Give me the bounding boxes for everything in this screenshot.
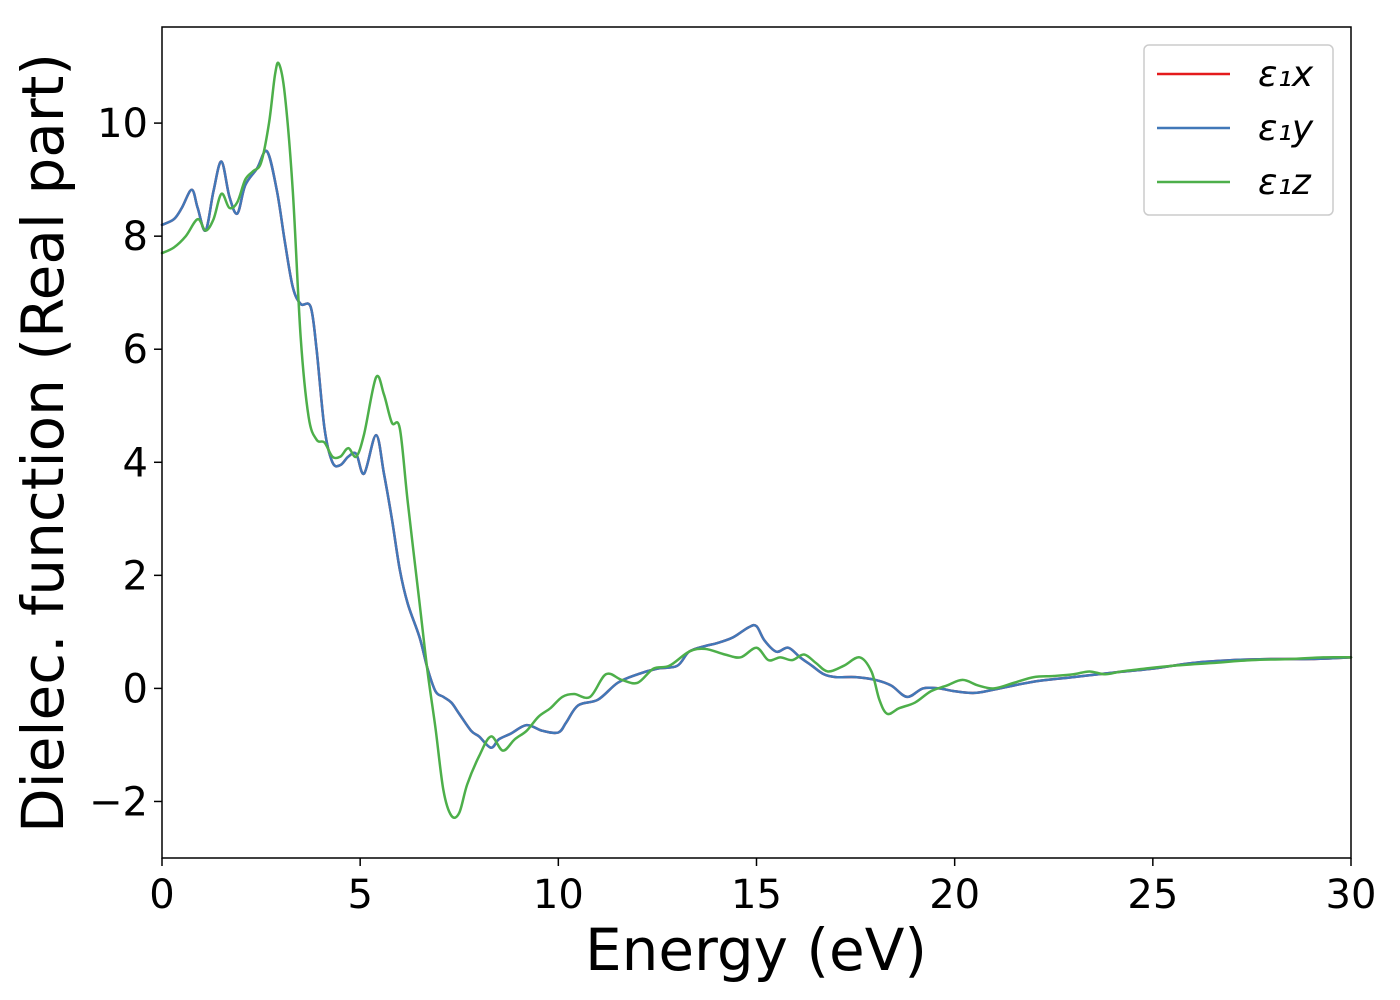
x-tick-label: 20 bbox=[929, 872, 980, 918]
series-line-0 bbox=[160, 149, 1353, 750]
y-tick-label: 6 bbox=[123, 327, 148, 373]
x-tick-label: 25 bbox=[1127, 872, 1178, 918]
legend-box bbox=[1143, 44, 1334, 216]
legend-label-0: ε₁x bbox=[1258, 54, 1314, 95]
x-tick-label: 5 bbox=[347, 872, 372, 918]
legend-label-2: ε₁z bbox=[1258, 162, 1312, 203]
y-axis-label: Dielec. function (Real part) bbox=[9, 53, 77, 833]
y-tick-label: 0 bbox=[123, 666, 148, 712]
y-tick-label: 10 bbox=[97, 101, 148, 147]
x-axis-ticks: 0 5 10 15 20 25 30 bbox=[149, 858, 1376, 918]
y-axis-ticks: −2 0 2 4 6 8 10 bbox=[89, 101, 162, 825]
x-axis-label: Energy (eV) bbox=[585, 916, 927, 984]
y-tick-label: 4 bbox=[123, 440, 148, 486]
legend: ε₁x ε₁y ε₁z bbox=[1143, 44, 1334, 216]
series-line-1 bbox=[160, 149, 1353, 750]
y-tick-label: −2 bbox=[89, 779, 148, 825]
x-tick-label: 15 bbox=[731, 872, 782, 918]
x-tick-label: 0 bbox=[149, 872, 174, 918]
legend-label-1: ε₁y bbox=[1258, 108, 1314, 149]
legend-items: ε₁x ε₁y ε₁z bbox=[1157, 54, 1314, 203]
series-line-2 bbox=[160, 61, 1353, 819]
series-layer bbox=[160, 61, 1353, 819]
x-tick-label: 10 bbox=[533, 872, 584, 918]
y-tick-label: 8 bbox=[123, 214, 148, 260]
y-tick-label: 2 bbox=[123, 553, 148, 599]
x-tick-label: 30 bbox=[1326, 872, 1377, 918]
